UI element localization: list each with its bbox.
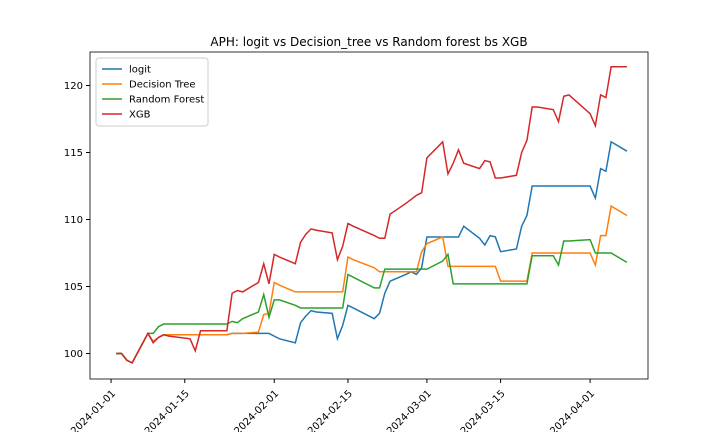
y-tick-label: 105 bbox=[64, 282, 83, 293]
plot-frame bbox=[89, 51, 649, 380]
legend-box bbox=[95, 57, 209, 127]
legend-label: XGB bbox=[129, 110, 151, 121]
x-tick-label: 2024-01-15 bbox=[143, 388, 192, 432]
series-line bbox=[116, 204, 628, 364]
y-tick-label: 120 bbox=[64, 81, 83, 92]
y-tick-label: 115 bbox=[64, 148, 83, 159]
chart-title: APH: logit vs Decision_tree vs Random fo… bbox=[210, 35, 527, 49]
x-tick-label: 2024-02-15 bbox=[306, 388, 355, 432]
legend-label: logit bbox=[129, 65, 151, 76]
x-tick-label: 2024-03-01 bbox=[385, 388, 434, 432]
series-line bbox=[116, 238, 628, 364]
x-tick-label: 2024-01-01 bbox=[69, 388, 118, 432]
y-tick-label: 100 bbox=[64, 349, 83, 360]
legend-label: Decision Tree bbox=[129, 80, 196, 91]
x-tick-label: 2024-03-15 bbox=[459, 388, 508, 432]
x-tick-label: 2024-02-01 bbox=[232, 388, 281, 432]
series-line bbox=[116, 65, 627, 364]
x-tick-label: 2024-04-01 bbox=[548, 388, 597, 432]
legend-label: Random Forest bbox=[129, 95, 204, 106]
y-tick-label: 110 bbox=[64, 215, 83, 226]
legend: logit Decision Tree Random Forest XGB bbox=[95, 57, 209, 127]
